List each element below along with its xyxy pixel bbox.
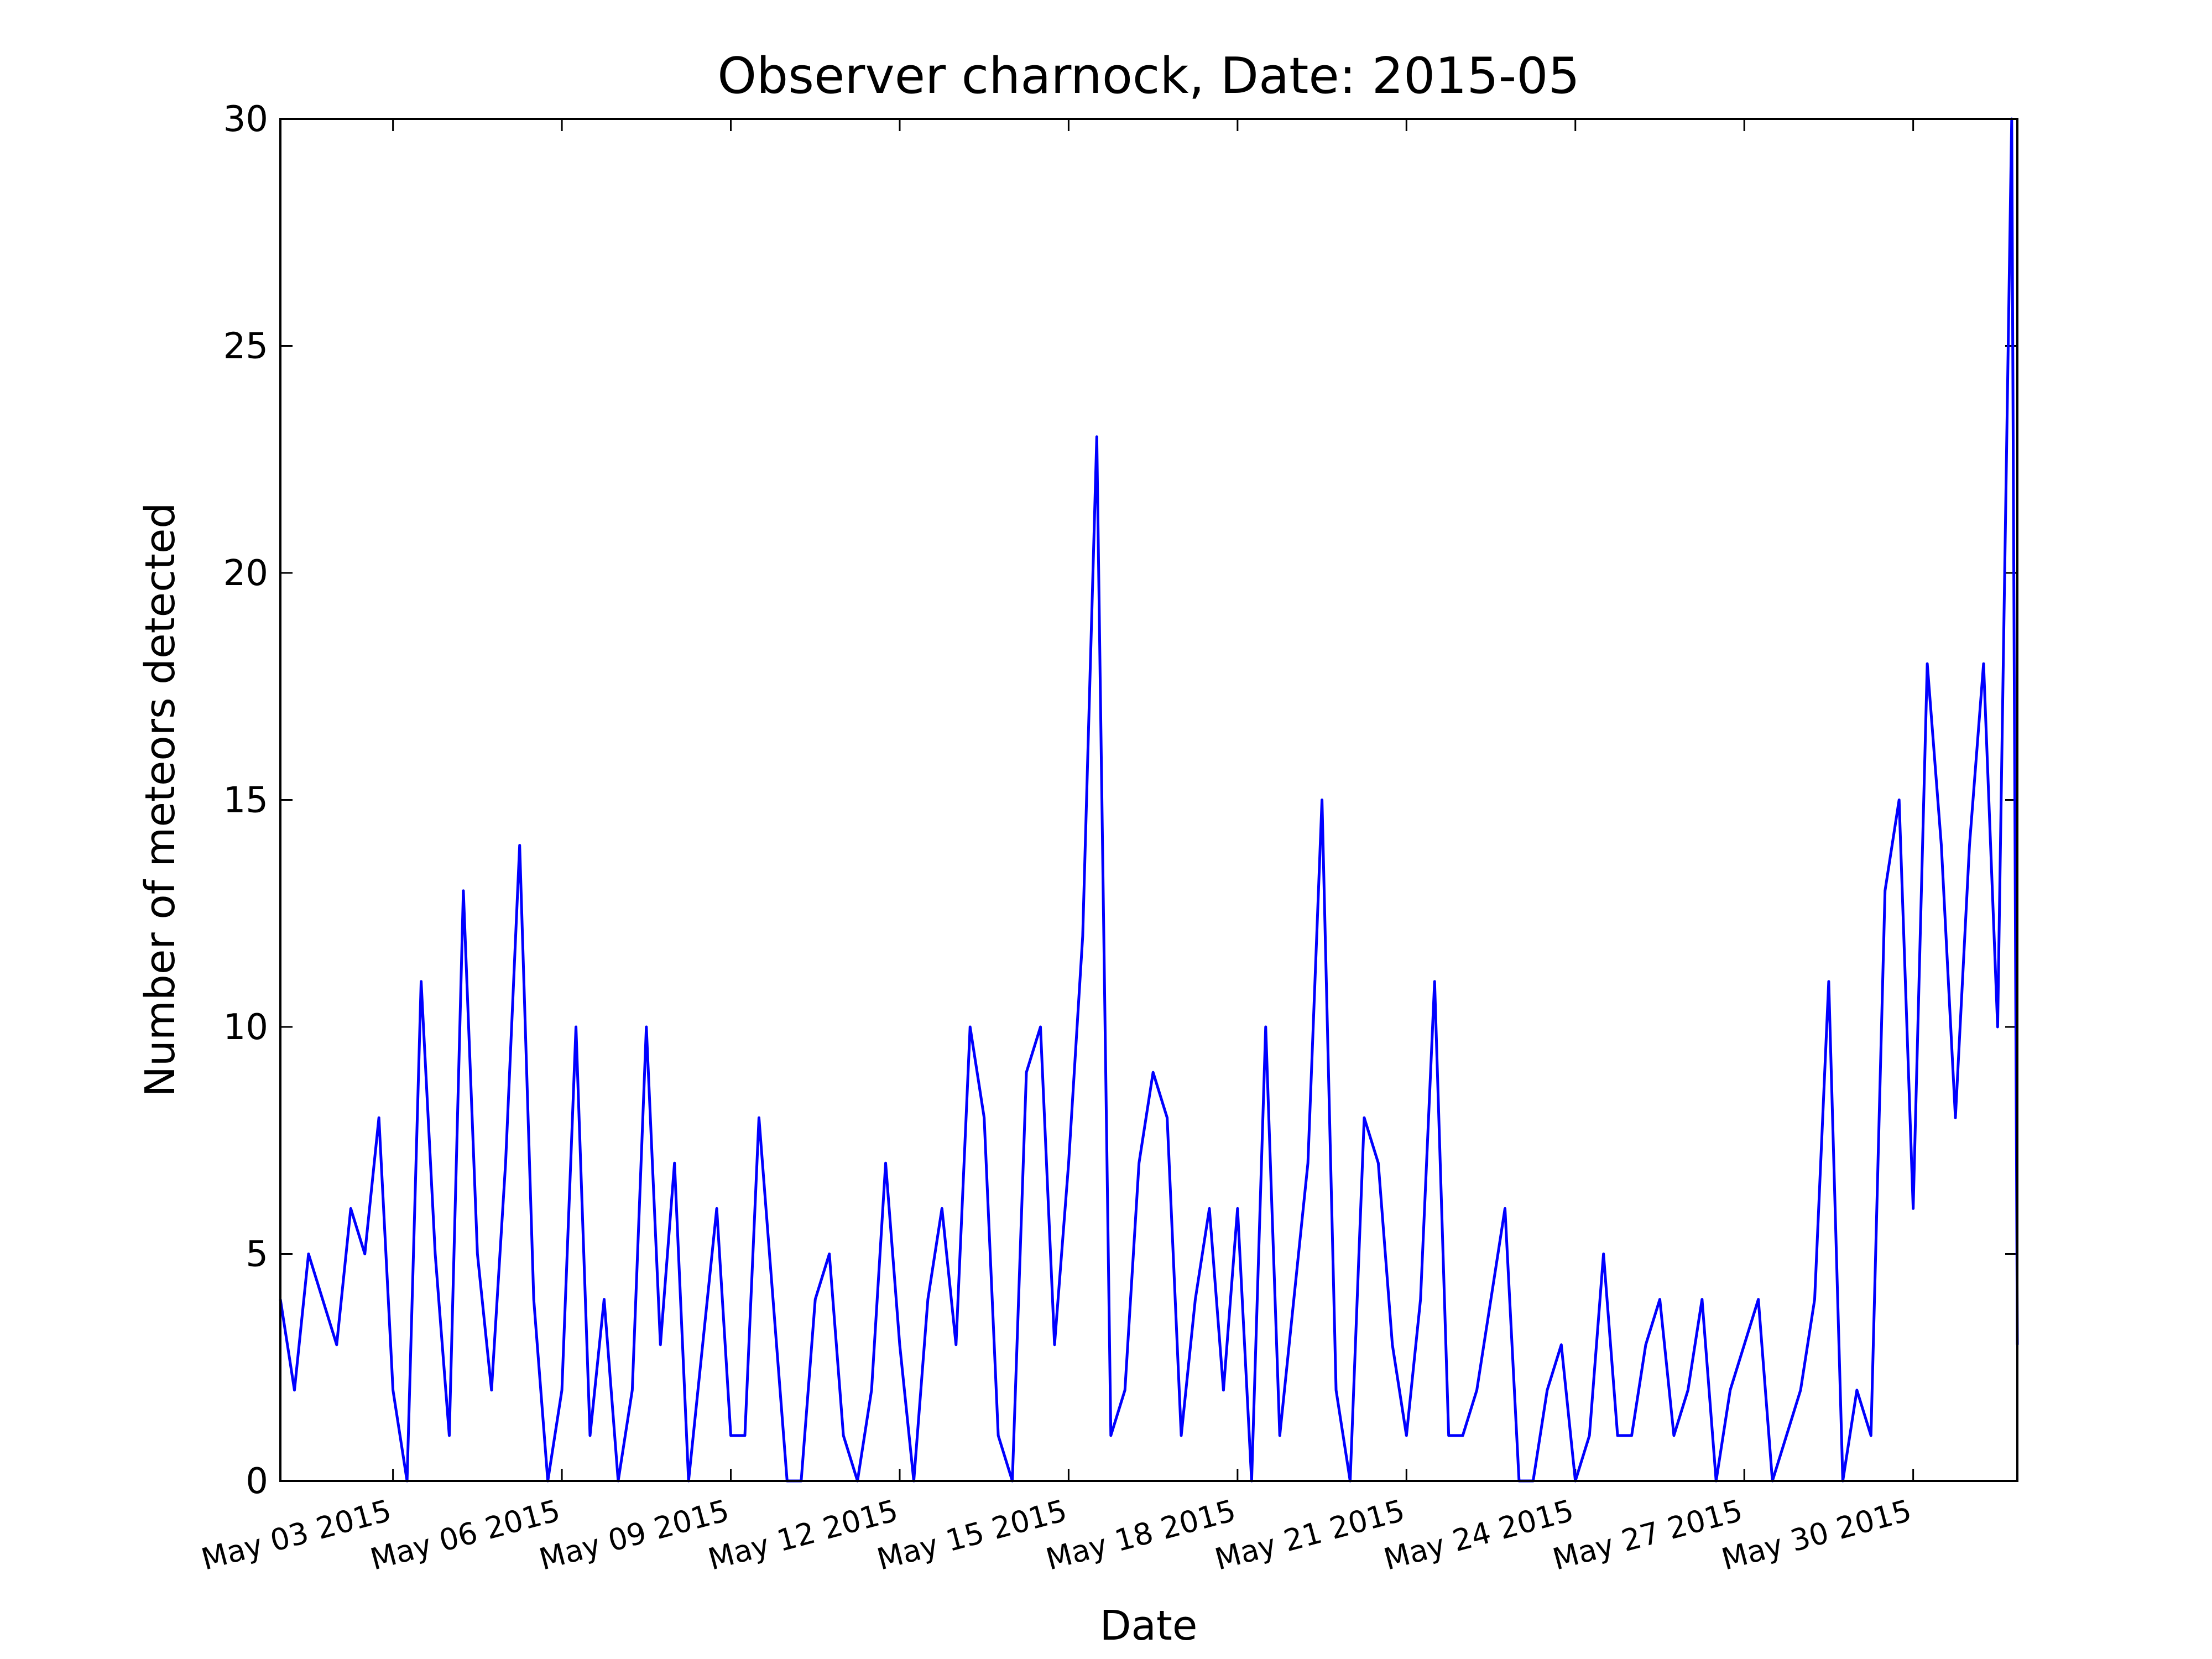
y-tick-label: 5 xyxy=(246,1234,268,1275)
plot-frame xyxy=(279,118,2018,1482)
y-tick-label: 30 xyxy=(223,99,268,140)
chart-title: Observer charnock, Date: 2015-05 xyxy=(717,47,1580,105)
y-tick-label: 10 xyxy=(223,1007,268,1048)
y-tick-label: 15 xyxy=(223,780,268,821)
y-axis-label: Number of meteors detected xyxy=(137,503,184,1097)
y-tick-label: 0 xyxy=(246,1461,268,1502)
y-tick-label: 25 xyxy=(223,326,268,367)
x-axis-label: Date xyxy=(1100,1602,1198,1650)
series-line xyxy=(279,117,2019,1483)
y-tick-label: 20 xyxy=(223,553,268,594)
